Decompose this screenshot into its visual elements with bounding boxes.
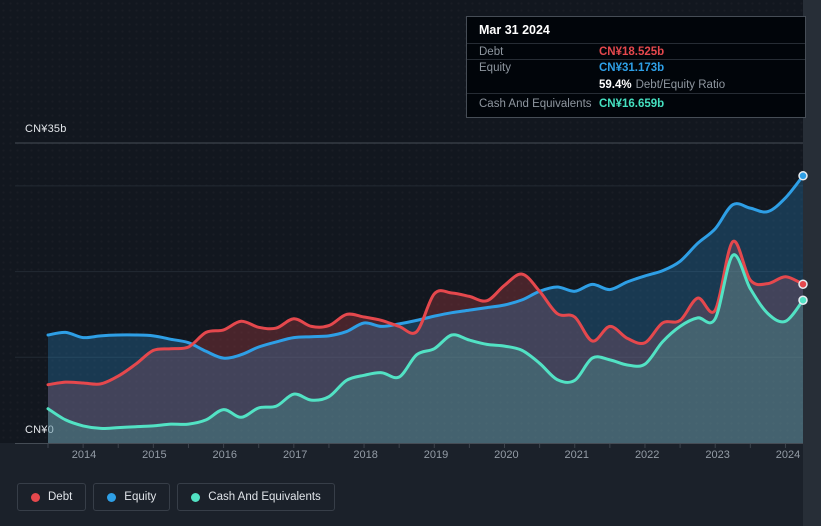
tooltip-cash-value: CN¥16.659b — [599, 98, 665, 110]
x-axis-year-label: 2019 — [423, 449, 449, 461]
cash-series-dot-icon — [191, 492, 201, 502]
legend-item-label: Equity — [124, 491, 157, 503]
equity-series-dot-icon — [107, 492, 117, 502]
x-axis-year-label: 2017 — [282, 449, 308, 461]
x-axis-year-label: 2024 — [775, 449, 801, 461]
y-axis-zero-label: CN¥0 — [25, 424, 54, 436]
tooltip-date: Mar 31 2024 — [467, 17, 805, 44]
tooltip-debt-label: Debt — [479, 45, 504, 58]
x-axis-year-label: 2020 — [494, 449, 519, 461]
tooltip-equity-value: CN¥31.173b — [599, 62, 665, 74]
legend-item-label: Debt — [48, 491, 73, 503]
x-axis-year-label: 2022 — [634, 449, 660, 461]
legend-item-cash[interactable]: Cash And Equivalents — [177, 483, 335, 511]
chart-tooltip: Mar 31 2024 Debt CN¥18.525b Equity CN¥31… — [466, 16, 806, 118]
tooltip-ratio-value: 59.4% — [599, 78, 632, 91]
x-axis-year-label: 2023 — [705, 449, 730, 461]
tooltip-equity-row: Equity CN¥31.173b — [467, 60, 805, 76]
tooltip-equity-label: Equity — [479, 62, 511, 74]
x-axis-year-label: 2021 — [564, 449, 590, 461]
chart-legend: Debt Equity Cash And Equivalents — [17, 483, 335, 511]
x-axis-year-label: 2016 — [212, 449, 238, 461]
debt-series-dot-icon — [31, 492, 40, 502]
x-axis-year-label: 2015 — [142, 449, 167, 461]
x-axis-year-label: 2014 — [71, 449, 97, 461]
legend-item-label: Cash And Equivalents — [208, 491, 321, 503]
tooltip-debt-value: CN¥18.525b — [599, 45, 665, 58]
y-axis-max-label: CN¥35b — [25, 123, 67, 135]
legend-item-equity[interactable]: Equity — [93, 483, 171, 511]
tooltip-ratio-label: Debt/Equity Ratio — [635, 78, 726, 91]
tooltip-cash-row: Cash And Equivalents CN¥16.659b — [467, 94, 805, 114]
tooltip-debt-row: Debt CN¥18.525b — [467, 44, 805, 60]
x-axis-year-label: 2018 — [353, 449, 378, 461]
tooltip-cash-label: Cash And Equivalents — [479, 98, 592, 110]
legend-item-debt[interactable]: Debt — [17, 483, 87, 511]
tooltip-ratio-row: 59.4% Debt/Equity Ratio — [467, 76, 805, 94]
